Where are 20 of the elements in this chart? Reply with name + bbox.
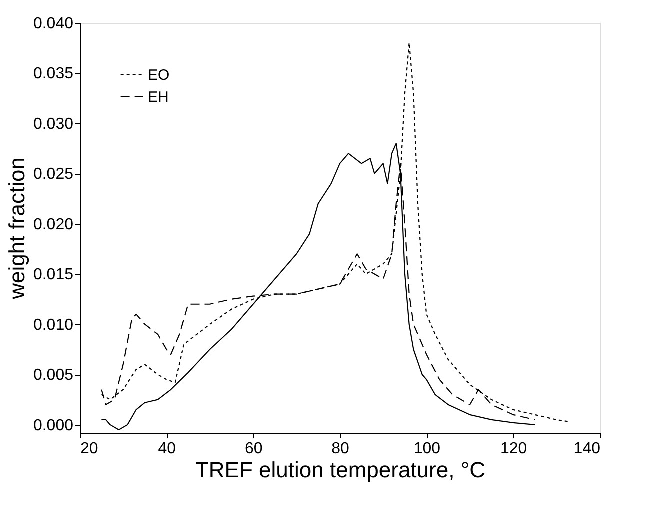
x-tick-label: 140 — [574, 440, 601, 458]
y-tick-label: 0.030 — [33, 116, 74, 133]
x-tick-label: 20 — [80, 440, 98, 458]
x-tick-label: 80 — [332, 440, 350, 458]
x-tick-label: 40 — [158, 440, 176, 458]
x-tick-label: 120 — [500, 440, 528, 458]
y-tick-label: 0.035 — [33, 66, 74, 83]
y-tick-label: 0.005 — [33, 367, 74, 384]
y-tick-label: 0.015 — [33, 266, 74, 284]
y-tick-label: 0.025 — [33, 166, 74, 184]
y-tick-label: 0.020 — [33, 216, 74, 234]
x-tick-label: 60 — [244, 440, 263, 458]
y-axis-title: weight fraction — [4, 158, 30, 300]
y-tick-label: 0.010 — [33, 316, 74, 334]
x-tick-label: 100 — [414, 440, 441, 458]
y-tick-label: 0.000 — [33, 417, 74, 434]
x-axis-title: TREF elution temperature, °C — [195, 458, 486, 482]
legend-label: EO — [148, 67, 170, 84]
legend-label: EH — [148, 89, 169, 106]
y-tick-label: 0.040 — [33, 16, 74, 32]
